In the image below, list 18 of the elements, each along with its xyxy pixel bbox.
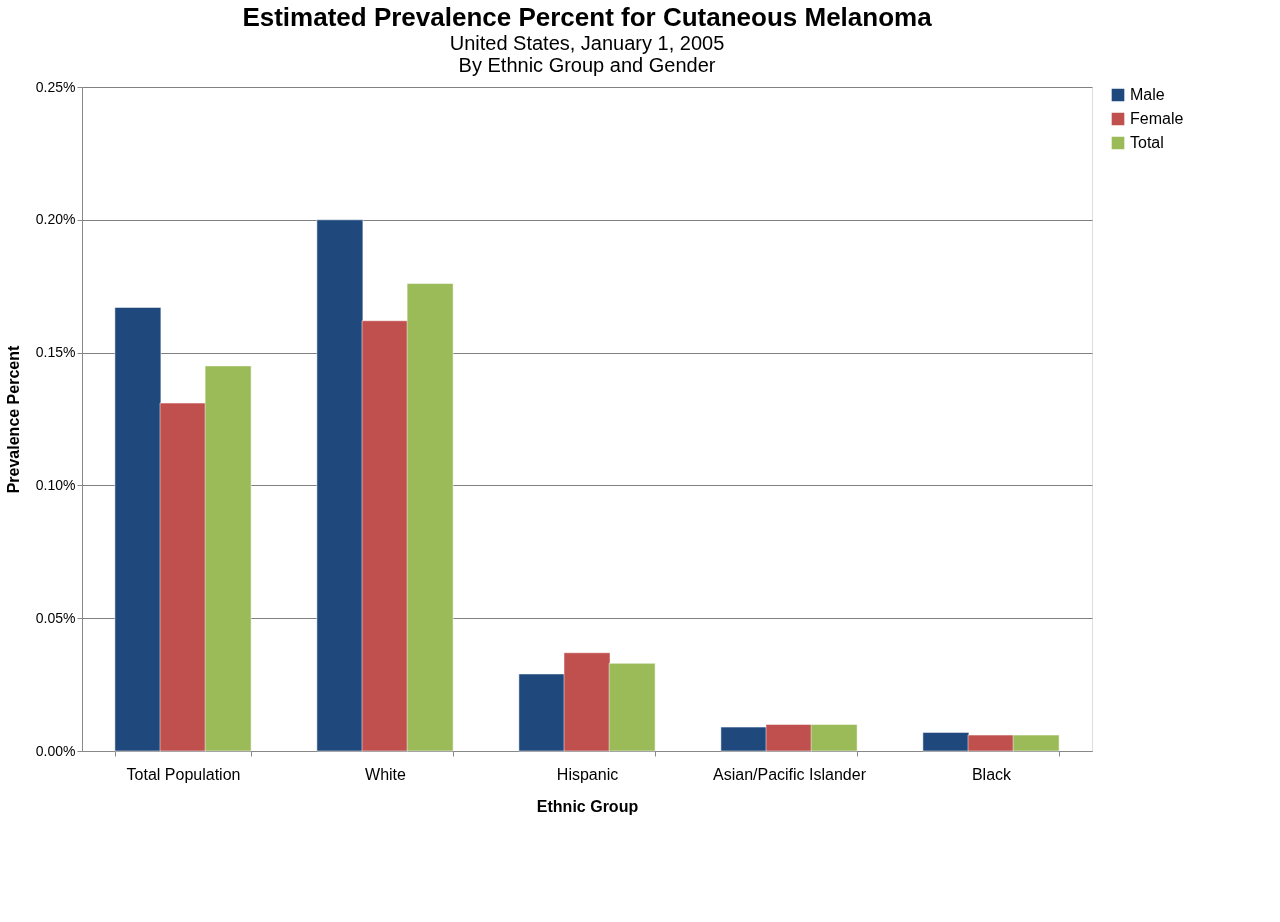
chart-title: Estimated Prevalence Percent for Cutaneous Melanoma	[242, 2, 933, 32]
x-tick-label: Hispanic	[556, 765, 619, 783]
y-tick-label: 0.00%	[35, 742, 76, 759]
y-tick-label: 0.05%	[35, 609, 76, 626]
legend-label: Female	[1130, 110, 1184, 127]
legend-label: Male	[1130, 86, 1165, 103]
y-tick-label: 0.15%	[35, 344, 76, 361]
legend-label: Total	[1130, 134, 1164, 151]
y-tick-label: 0.20%	[35, 211, 76, 228]
x-axis-title: Ethnic Group	[536, 797, 639, 815]
y-tick-label: 0.25%	[35, 78, 76, 95]
y-axis-title: Prevalence Percent	[4, 345, 22, 494]
x-tick-label: Black	[971, 765, 1013, 783]
y-tick-label: 0.10%	[35, 476, 76, 493]
x-tick-label: Total Population	[126, 765, 241, 783]
x-tick-label: White	[365, 765, 407, 783]
chart-subtitle: United States, January 1, 2005 By Ethnic Group and Gender	[449, 32, 725, 76]
x-tick-label: Asian/Pacific Islander	[713, 765, 867, 783]
